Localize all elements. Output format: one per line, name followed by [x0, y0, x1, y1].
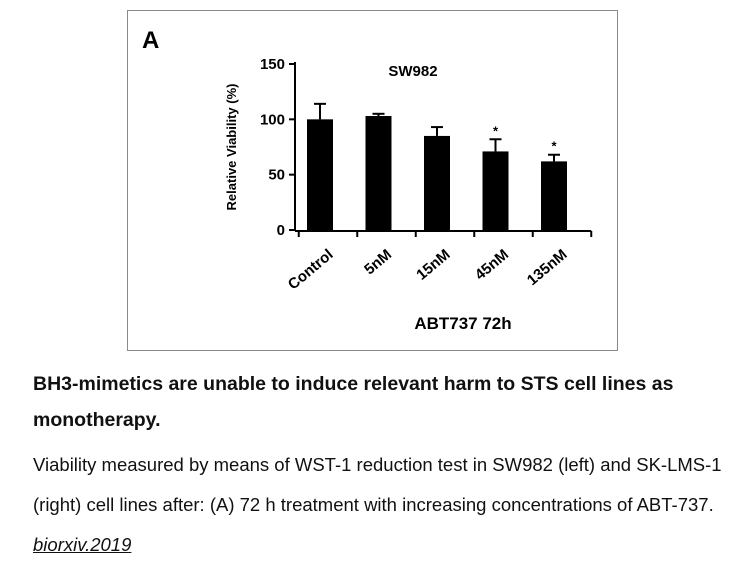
- y-tick-label: 50: [268, 167, 285, 184]
- x-tick-label: 5nM: [361, 246, 395, 278]
- significance-marker: *: [493, 123, 499, 138]
- x-tick-label: 45nM: [472, 246, 512, 284]
- bar-15nm: [424, 135, 450, 230]
- y-tick-label: 150: [260, 56, 285, 73]
- bar-5nm: [365, 116, 392, 230]
- caption-body: Viability measured by means of WST-1 red…: [33, 445, 748, 565]
- x-tick-label: Control: [285, 246, 337, 293]
- y-axis-label: Relative Viability (%): [224, 84, 239, 211]
- y-tick-label: 0: [277, 222, 285, 239]
- caption-text: Viability measured by means of WST-1 red…: [33, 454, 722, 515]
- bar-chart: A SW982 0 50 100 150 Relative Viability (%) Con…: [142, 27, 593, 333]
- chart-title: SW982: [388, 63, 437, 80]
- bar-45nm: [482, 151, 509, 230]
- caption-title: BH3-mimetics are unable to induce releva…: [33, 373, 674, 431]
- bar-control: [307, 119, 333, 230]
- x-tick-label: 15nM: [413, 246, 453, 284]
- figure-panel: A SW982 0 50 100 150 Relative Viability (%) Con…: [127, 10, 618, 351]
- significance-marker: *: [551, 139, 557, 154]
- caption-reference-link[interactable]: biorxiv.2019: [33, 534, 132, 555]
- x-tick-label: 135nM: [524, 246, 571, 289]
- x-axis-label: ABT737 72h: [414, 314, 511, 333]
- y-tick-label: 100: [260, 111, 285, 128]
- panel-label: A: [142, 27, 159, 54]
- bar-135nm: [541, 161, 567, 230]
